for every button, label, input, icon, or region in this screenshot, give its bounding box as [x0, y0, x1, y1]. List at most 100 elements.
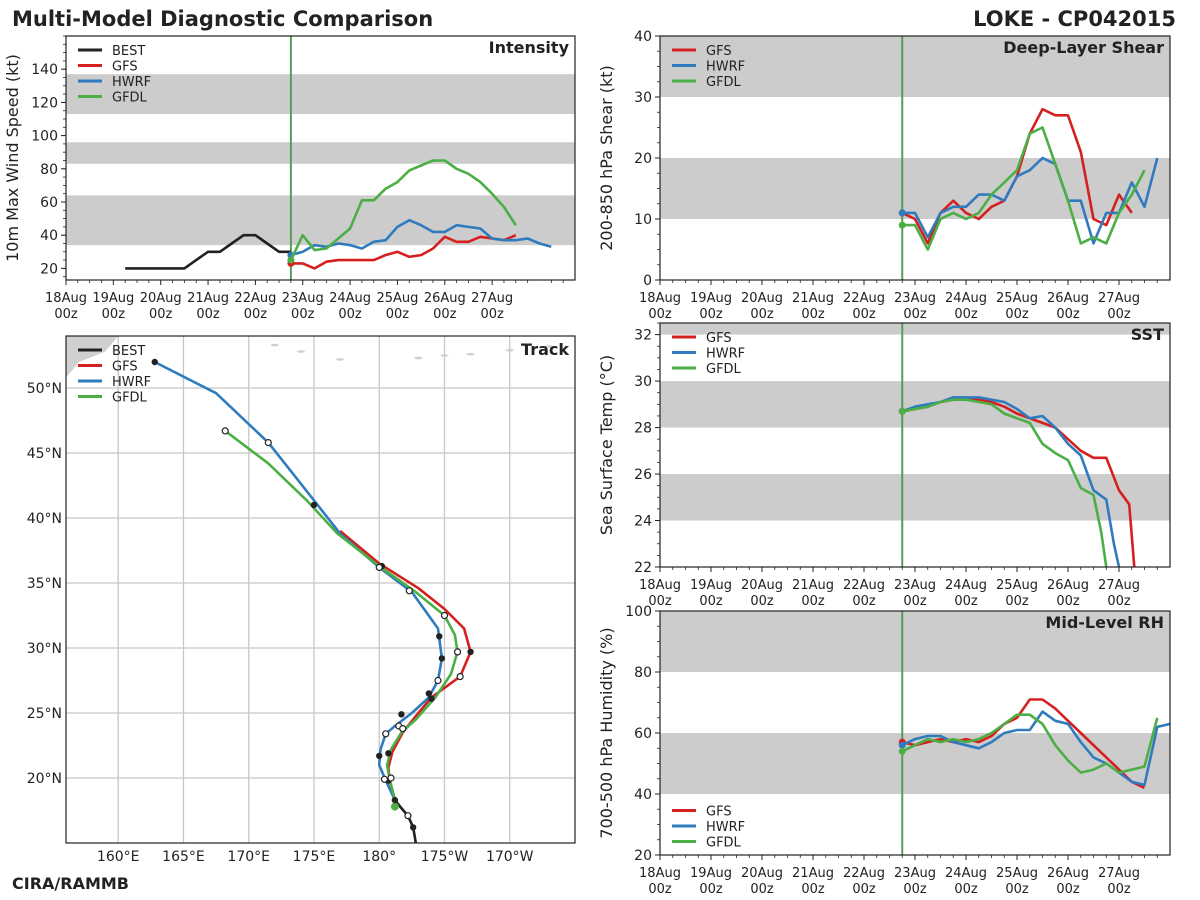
intensity-ytick-label: 60	[40, 195, 58, 211]
track-marker-filled	[409, 824, 417, 831]
sst-xtick-hour: 00z	[1056, 594, 1080, 609]
intensity-panel: 2040608010012014018Aug00z19Aug00z20Aug00…	[3, 35, 576, 322]
rh-series-group	[898, 698, 1170, 790]
rh-xtick-hour: 00z	[801, 882, 825, 897]
shear-ytick-label: 10	[634, 212, 652, 228]
rh-xtick-date: 21Aug	[792, 866, 834, 881]
storm-id: LOKE - CP042015	[973, 7, 1176, 31]
shear-xtick-date: 23Aug	[894, 291, 936, 306]
track-ytick-label: 25°N	[27, 706, 62, 722]
track-marker-open	[221, 427, 229, 435]
track-marker-open	[399, 724, 407, 733]
intensity-ylabel: 10m Max Wind Speed (kt)	[3, 54, 22, 262]
track-marker-open	[375, 563, 383, 572]
sst-xtick-date: 27Aug	[1098, 578, 1140, 593]
intensity-ytick-label: 40	[40, 228, 58, 244]
shear-start-point-gfdl	[898, 221, 906, 229]
intensity-legend-label-best: BEST	[112, 44, 145, 59]
track-xtick-label: 170°E	[227, 849, 270, 865]
sst-panel: 22242628303218Aug00z19Aug00z20Aug00z21Au…	[597, 322, 1171, 609]
shear-xtick-hour: 00z	[1056, 307, 1080, 322]
rh-xtick-date: 23Aug	[894, 866, 936, 881]
shear-xtick-date: 25Aug	[996, 291, 1038, 306]
sst-xtick-hour: 00z	[903, 594, 927, 609]
sst-ytick-label: 28	[634, 421, 652, 437]
intensity-line-best	[125, 233, 291, 270]
track-marker-filled	[151, 358, 158, 366]
intensity-xtick-date: 25Aug	[376, 291, 418, 306]
shear-ylabel: 200-850 hPa Shear (kt)	[597, 65, 616, 251]
sst-ytick-label: 26	[634, 467, 652, 483]
rh-start-point-gfdl	[898, 747, 906, 755]
intensity-xtick-date: 19Aug	[92, 291, 134, 306]
rh-band-0	[660, 733, 1170, 794]
sst-legend-label-gfdl: GFDL	[706, 362, 742, 377]
track-ytick-label: 45°N	[27, 446, 62, 462]
land-aleutian-island	[440, 354, 449, 357]
intensity-start-point-gfdl	[287, 256, 295, 264]
rh-start-point-hwrf	[898, 741, 906, 749]
track-legend-label-best: BEST	[112, 344, 145, 359]
shear-xtick-date: 24Aug	[945, 291, 987, 306]
sst-xtick-hour: 00z	[852, 594, 876, 609]
track-marker-filled	[310, 501, 318, 509]
rh-xtick-date: 26Aug	[1047, 866, 1089, 881]
sst-xtick-hour: 00z	[801, 594, 825, 609]
intensity-legend-label-gfs: GFS	[112, 60, 138, 75]
sst-ytick-label: 32	[634, 328, 652, 344]
shear-legend-label-gfs: GFS	[706, 44, 732, 59]
intensity-legend-label-gfdl: GFDL	[112, 91, 148, 106]
sst-ytick-label: 24	[634, 514, 652, 530]
track-marker-filled	[376, 752, 383, 760]
track-ytick-label: 40°N	[27, 511, 62, 527]
rh-ytick-label: 60	[634, 726, 652, 742]
sst-xtick-date: 19Aug	[690, 578, 732, 593]
sst-xtick-date: 20Aug	[741, 578, 783, 593]
intensity-line-gfdl	[289, 159, 517, 261]
shear-ytick-label: 30	[634, 90, 652, 106]
sst-series-group	[898, 396, 1136, 567]
intensity-xtick-hour: 00z	[338, 307, 362, 322]
shear-xtick-hour: 00z	[1107, 307, 1131, 322]
shear-xtick-hour: 00z	[699, 307, 723, 322]
shear-xtick-date: 19Aug	[690, 291, 732, 306]
track-legend-label-gfs: GFS	[112, 360, 138, 375]
land-aleutian-island	[505, 349, 514, 352]
intensity-xtick-hour: 00z	[480, 307, 504, 322]
shear-xtick-date: 26Aug	[1047, 291, 1089, 306]
sst-line-gfdl	[902, 398, 1108, 567]
sst-legend-label-hwrf: HWRF	[706, 347, 745, 362]
sst-start-point-gfdl	[898, 407, 906, 415]
sst-legend-label-gfs: GFS	[706, 331, 732, 346]
shear-xtick-hour: 00z	[750, 307, 774, 322]
intensity-frame	[65, 35, 576, 281]
land-aleutian-island	[466, 352, 475, 356]
rh-xtick-date: 18Aug	[639, 866, 681, 881]
sst-band-2	[660, 323, 1170, 335]
intensity-xtick-date: 20Aug	[140, 291, 182, 306]
shear-series-group	[898, 107, 1159, 251]
intensity-xtick-date: 23Aug	[282, 291, 324, 306]
rh-ylabel: 700-500 hPa Humidity (%)	[597, 627, 616, 838]
track-marker-filled	[425, 690, 433, 697]
intensity-xtick-hour: 00z	[196, 307, 220, 322]
intensity-xtick-hour: 00z	[386, 307, 410, 322]
track-marker-filled	[398, 711, 405, 718]
track-initial-position	[390, 802, 399, 811]
intensity-ytick-label: 120	[31, 95, 58, 111]
rh-xtick-date: 22Aug	[843, 866, 885, 881]
rh-xtick-hour: 00z	[699, 882, 723, 897]
shear-xtick-hour: 00z	[852, 307, 876, 322]
track-ytick-label: 30°N	[27, 641, 62, 657]
track-xtick-label: 160°E	[97, 849, 140, 865]
intensity-line-hwrf	[290, 218, 552, 257]
rh-xtick-date: 20Aug	[741, 866, 783, 881]
sst-xtick-date: 23Aug	[894, 578, 936, 593]
rh-xtick-hour: 00z	[750, 882, 774, 897]
rh-xtick-hour: 00z	[954, 882, 978, 897]
sst-ylabel: Sea Surface Temp (°C)	[597, 355, 616, 535]
sst-xtick-date: 22Aug	[843, 578, 885, 593]
land-aleutian-island	[414, 356, 423, 360]
intensity-xtick-hour: 00z	[102, 307, 126, 322]
